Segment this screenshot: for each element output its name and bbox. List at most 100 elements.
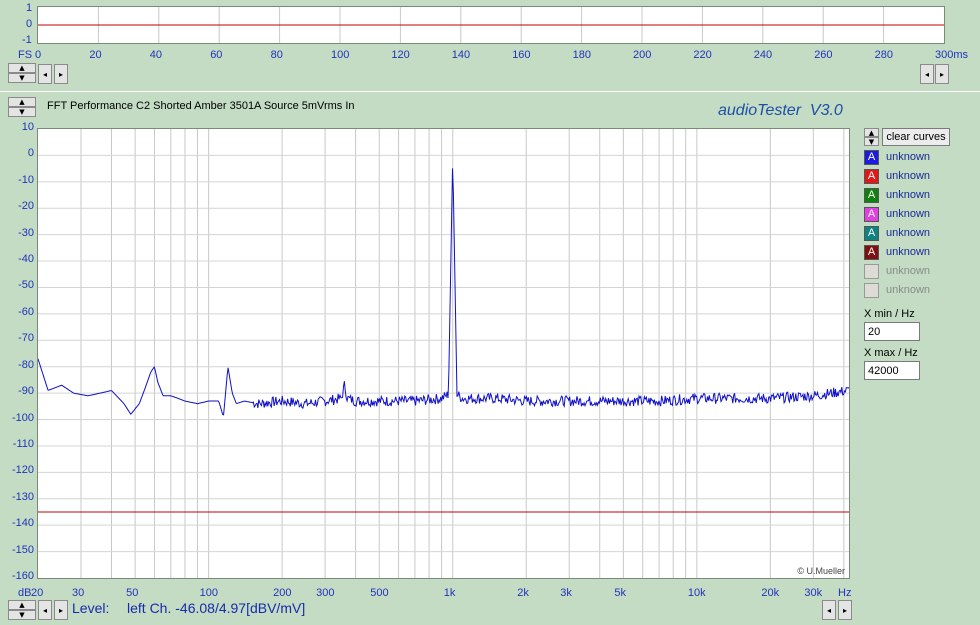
- curve-color-swatch[interactable]: A: [864, 245, 879, 260]
- curve-color-swatch[interactable]: [864, 264, 879, 279]
- x-tick-label: 5k: [614, 587, 626, 599]
- curve-label: unknown: [886, 151, 931, 163]
- x-tick-label: 50: [126, 587, 139, 599]
- legend-item[interactable]: unknown: [864, 283, 964, 300]
- bottom-scroll-right-button-right[interactable]: ▸: [838, 600, 852, 620]
- top-x-tick: 20: [89, 49, 102, 61]
- y-tick-label: -40: [18, 253, 34, 266]
- curve-label: unknown: [886, 227, 931, 239]
- spin-up-icon: ▲: [19, 601, 25, 609]
- scroll-left-icon: ◂: [826, 606, 831, 615]
- bottom-scroll-left-button[interactable]: ◂: [38, 600, 52, 620]
- top-x-tick: 180: [572, 49, 591, 61]
- top-x-tick: 40: [149, 49, 163, 61]
- top-scroll-right-button[interactable]: ▸: [54, 64, 68, 84]
- scroll-right-icon: ▸: [842, 606, 847, 615]
- top-x-tick: 200: [633, 49, 652, 61]
- legend-item[interactable]: unknown: [864, 264, 964, 281]
- top-spin-up-button[interactable]: ▲: [8, 63, 36, 73]
- y-tick-label: -130: [11, 490, 34, 503]
- top-x-tick: 220: [693, 49, 712, 61]
- top-scroll-left-button[interactable]: ◂: [38, 64, 52, 84]
- curve-color-swatch[interactable]: A: [864, 169, 879, 184]
- y-tick-label: 0: [27, 147, 34, 160]
- spin-up-icon: ▲: [868, 129, 875, 137]
- curve-color-swatch[interactable]: A: [864, 150, 879, 165]
- top-x-tick: 140: [451, 49, 471, 61]
- top-x-tick: 300ms: [935, 49, 969, 61]
- curve-label: unknown: [886, 265, 931, 277]
- curve-color-swatch[interactable]: [864, 283, 879, 298]
- spin-up-icon: ▲: [19, 98, 25, 106]
- time-domain-plot[interactable]: [37, 6, 945, 44]
- x-tick-label: 200: [273, 587, 292, 599]
- curve-label: unknown: [886, 246, 931, 258]
- time-domain-graph: [38, 7, 944, 43]
- y-tick-label: -140: [11, 517, 34, 530]
- y-tick-label: -150: [11, 543, 34, 556]
- top-y-tick: 0: [26, 18, 33, 30]
- spin-down-icon: ▼: [19, 108, 25, 116]
- xmin-input[interactable]: [864, 322, 920, 341]
- scroll-left-icon: ◂: [42, 70, 47, 79]
- scroll-right-icon: ▸: [58, 70, 63, 79]
- curve-color-swatch[interactable]: A: [864, 188, 879, 203]
- top-scroll-left-button-right[interactable]: ◂: [920, 64, 934, 84]
- scroll-left-icon: ◂: [924, 70, 929, 79]
- spin-up-icon: ▲: [19, 64, 25, 72]
- top-scroll-right-button-right[interactable]: ▸: [935, 64, 949, 84]
- app-title: audioTester V3.0: [718, 102, 843, 119]
- top-y-tick: -1: [22, 34, 32, 46]
- main-spin-up-button[interactable]: ▲: [8, 97, 36, 107]
- bottom-scroll-left-button-right[interactable]: ◂: [822, 600, 836, 620]
- y-tick-label: -20: [18, 200, 34, 213]
- bottom-spin-down-button[interactable]: ▼: [8, 610, 36, 620]
- x-tick-label: 20k: [761, 587, 780, 599]
- y-tick-label: -100: [11, 411, 34, 424]
- curve-label: unknown: [886, 189, 931, 201]
- top-spin-down-button[interactable]: ▼: [8, 73, 36, 83]
- fft-graph: [38, 129, 849, 578]
- fft-plot[interactable]: © U.Mueller: [37, 128, 850, 579]
- y-tick-label: -110: [12, 437, 34, 450]
- legend-spin-down-button[interactable]: ▼: [864, 137, 879, 146]
- curve-label: unknown: [886, 208, 931, 220]
- main-spin-down-button[interactable]: ▼: [8, 107, 36, 117]
- curve-label: unknown: [886, 170, 931, 182]
- xmax-input[interactable]: [864, 361, 920, 380]
- top-y-tick: 1: [26, 2, 33, 14]
- top-x-tick: 120: [391, 49, 410, 61]
- curve-color-swatch[interactable]: A: [864, 226, 879, 241]
- top-x-tick: 0: [35, 49, 42, 61]
- y-tick-label: -50: [18, 279, 34, 292]
- fft-trace: [38, 168, 849, 416]
- top-x-tick: 80: [270, 49, 283, 61]
- top-x-tick: 160: [512, 49, 531, 61]
- y-tick-label: -160: [11, 570, 34, 582]
- x-tick-label: 30k: [804, 587, 823, 599]
- bottom-spin-up-button[interactable]: ▲: [8, 600, 36, 610]
- level-value: left Ch. -46.08/4.97[dBV/mV]: [127, 600, 306, 616]
- top-x-unit: FS: [18, 49, 33, 61]
- xmax-label: X max / Hz: [864, 347, 918, 359]
- y-tick-label: -10: [18, 173, 34, 186]
- top-x-tick: 240: [753, 49, 773, 61]
- top-x-tick: 60: [210, 49, 223, 61]
- bottom-scroll-right-button[interactable]: ▸: [54, 600, 68, 620]
- watermark: © U.Mueller: [797, 566, 845, 576]
- legend-spin-up-button[interactable]: ▲: [864, 128, 879, 137]
- top-x-tick: 100: [331, 49, 350, 61]
- clear-curves-button[interactable]: clear curves: [882, 128, 950, 146]
- curve-color-swatch[interactable]: A: [864, 207, 879, 222]
- x-tick-label: 300: [316, 587, 335, 599]
- scroll-right-icon: ▸: [58, 606, 63, 615]
- y-tick-label: -120: [11, 464, 34, 477]
- x-tick-label: 3k: [560, 587, 572, 599]
- x-tick-label: 30: [71, 587, 85, 599]
